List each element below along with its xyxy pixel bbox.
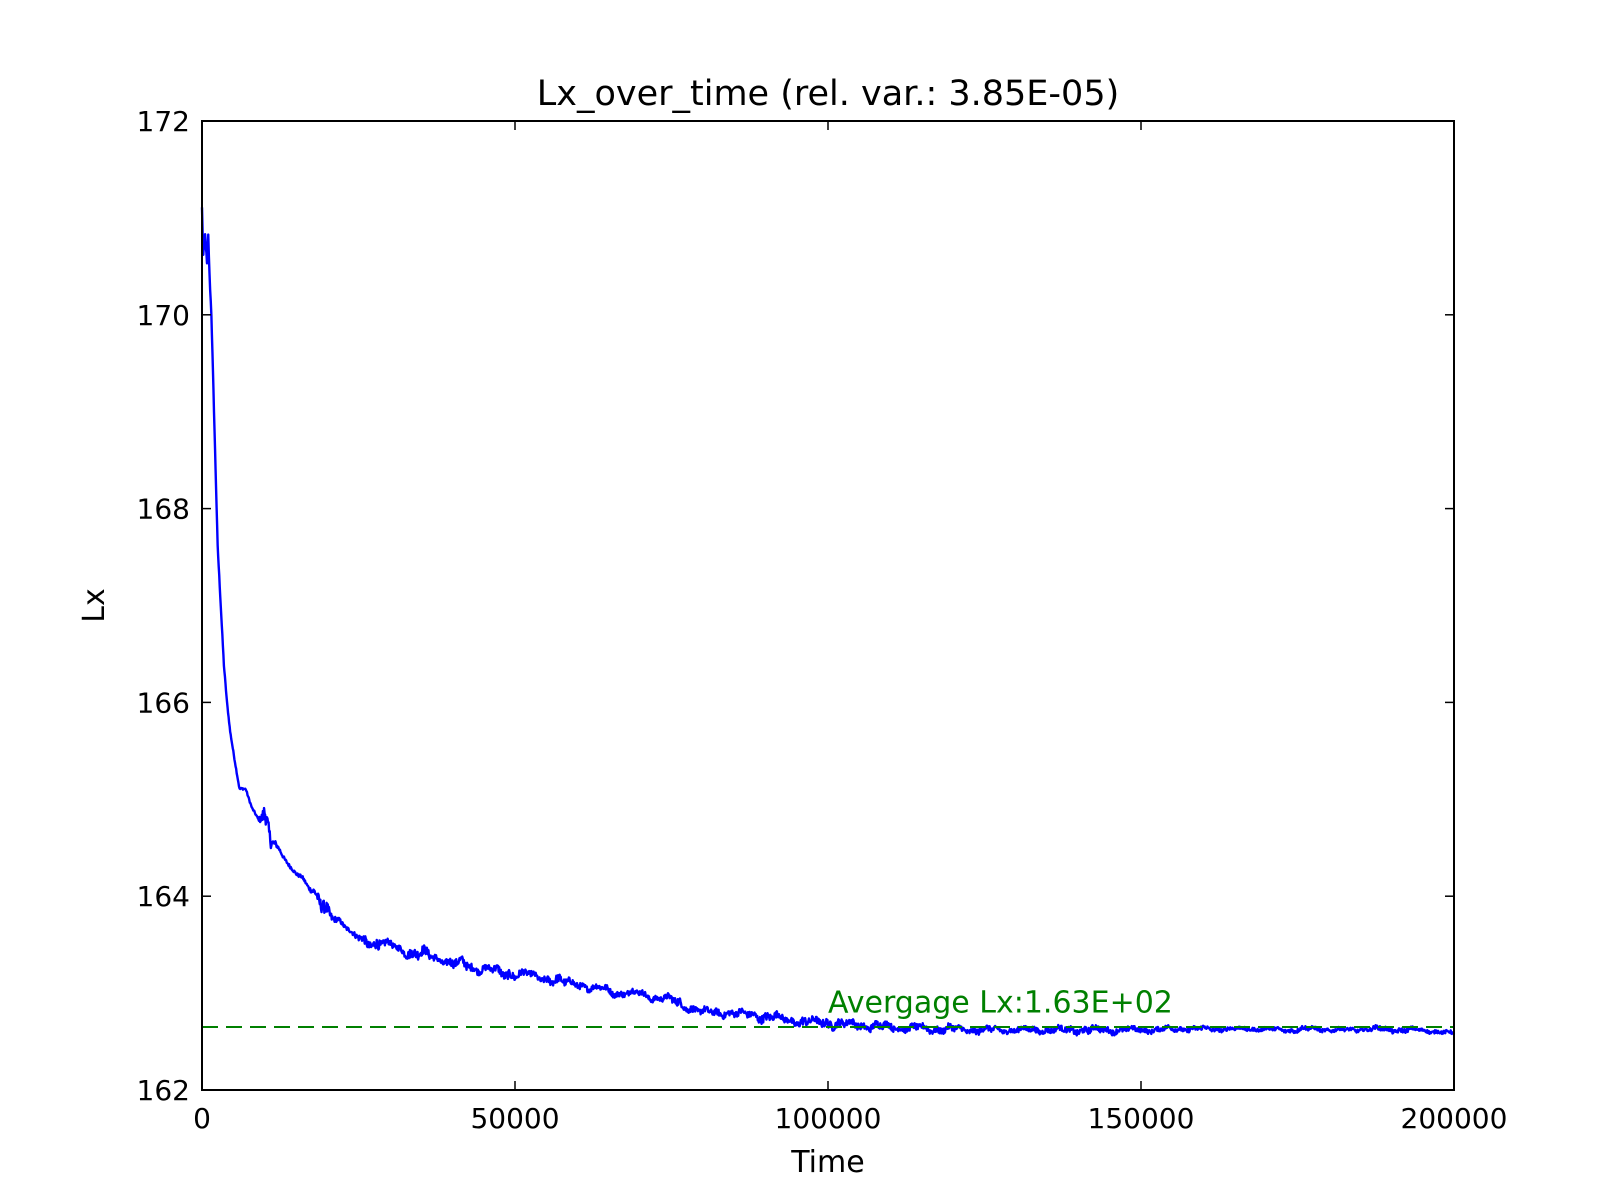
lx-series-line [200, 207, 1456, 1037]
y-tick-label: 172 [137, 105, 190, 138]
y-tick-label: 162 [137, 1074, 190, 1107]
x-axis-ticks: 0 50000 100000 150000 200000 [193, 121, 1507, 1135]
series-layer [200, 207, 1456, 1037]
y-tick-label: 164 [137, 880, 190, 913]
y-axis-title: Lx [77, 588, 112, 622]
average-annotation: Avergage Lx:1.63E+02 [828, 985, 1173, 1020]
y-tick-label: 166 [137, 686, 190, 719]
x-tick-label: 50000 [470, 1102, 559, 1135]
plot-area [202, 121, 1454, 1090]
x-tick-label: 100000 [775, 1102, 882, 1135]
y-axis-ticks: 162 164 166 168 170 172 [137, 105, 1454, 1107]
y-tick-label: 168 [137, 493, 190, 526]
y-tick-label: 170 [137, 299, 190, 332]
x-axis-title: Time [790, 1145, 864, 1180]
x-tick-label: 0 [193, 1102, 211, 1135]
x-tick-label: 200000 [1401, 1102, 1508, 1135]
x-tick-label: 150000 [1088, 1102, 1195, 1135]
chart-title: Lx_over_time (rel. var.: 3.85E-05) [537, 74, 1120, 114]
